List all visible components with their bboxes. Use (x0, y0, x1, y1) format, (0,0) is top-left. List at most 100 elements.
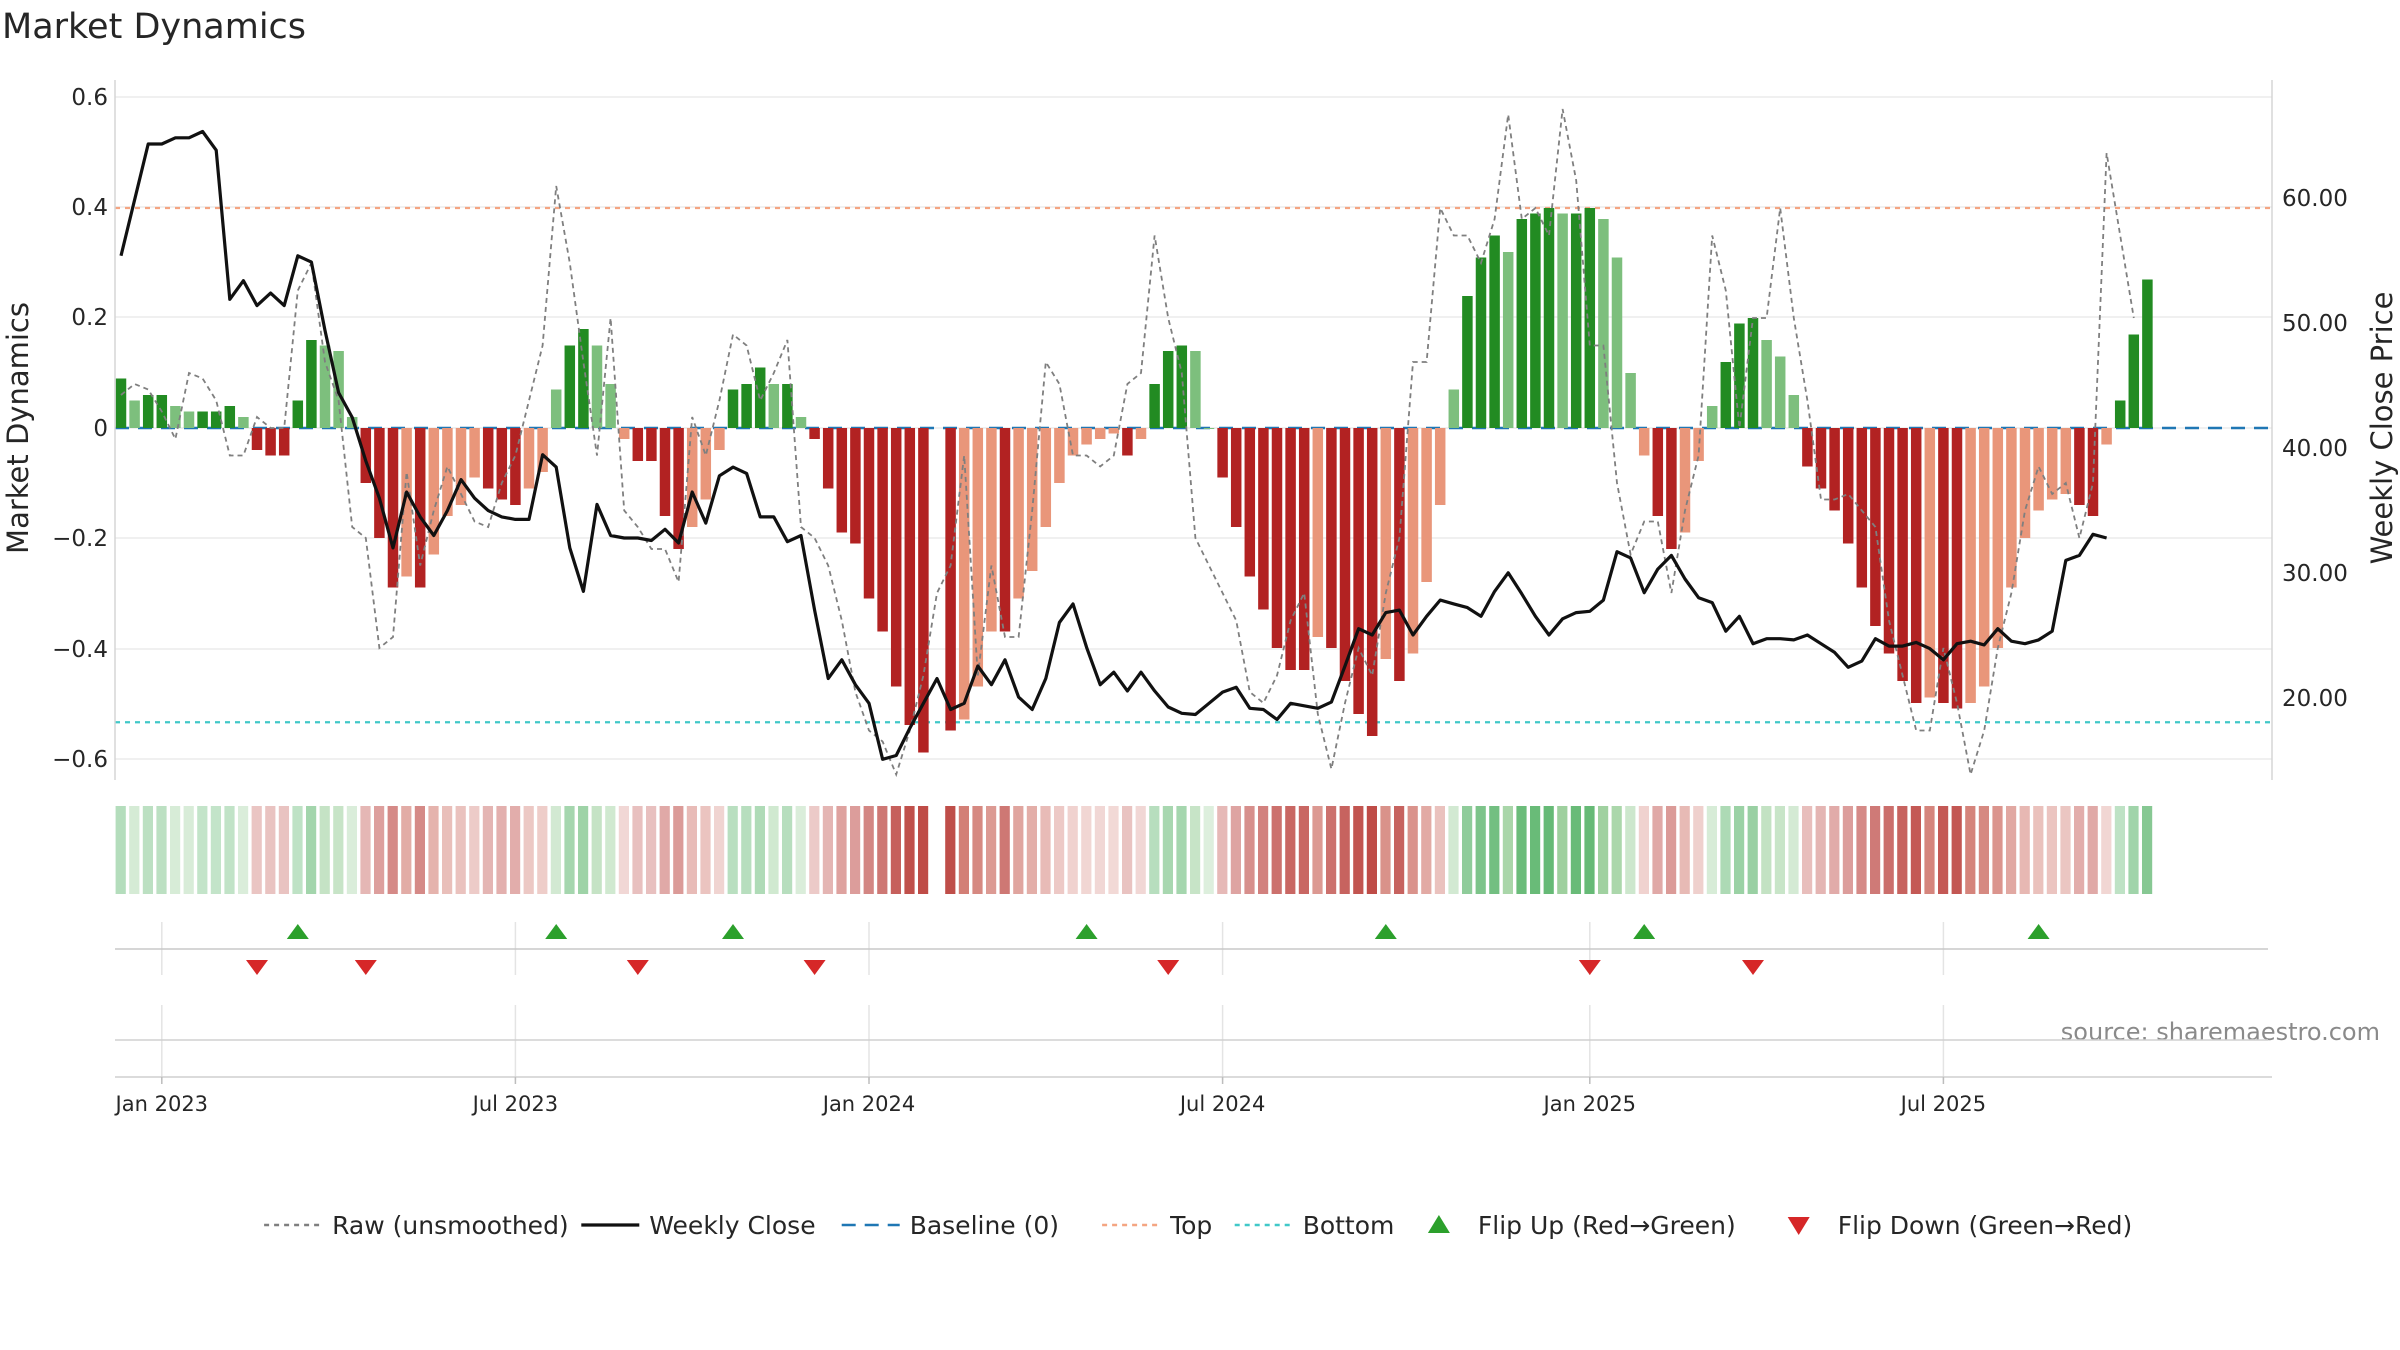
regime-strip-cell (877, 806, 888, 894)
regime-strip-cell (346, 806, 357, 894)
regime-strip-cell (1326, 806, 1337, 894)
dynamics-bar (836, 428, 848, 533)
dynamics-bar (142, 395, 154, 428)
right-tick-label: 50.00 (2282, 311, 2348, 337)
dynamics-bar (1366, 428, 1378, 736)
dynamics-bar (1951, 428, 1963, 709)
regime-strip-cell (523, 806, 534, 894)
dynamics-bar (1530, 213, 1541, 428)
regime-strip-cell (1842, 806, 1853, 894)
dynamics-bar (1040, 428, 1052, 527)
dynamics-bar (550, 389, 562, 428)
regime-strip-cell (863, 806, 874, 894)
regime-strip-cell (1652, 806, 1663, 894)
regime-strip-cell (890, 806, 901, 894)
regime-strip-cell (1802, 806, 1813, 894)
regime-strip-cell (1502, 806, 1513, 894)
regime-strip-cell (564, 806, 575, 894)
regime-strip-cell (1951, 806, 1962, 894)
dynamics-bar (1679, 428, 1691, 533)
dynamics-bar (1244, 428, 1256, 577)
dynamics-bar (428, 428, 440, 555)
regime-strip-cell (1584, 806, 1595, 894)
dynamics-bar (958, 428, 970, 720)
regime-strip-cell (1108, 806, 1119, 894)
regime-strip-cell (1271, 806, 1282, 894)
regime-strip-cell (1448, 806, 1459, 894)
regime-strip-cell (1434, 806, 1445, 894)
regime-strip-cell (1557, 806, 1568, 894)
regime-strip-cell (986, 806, 997, 894)
regime-strip-cell (2019, 806, 2030, 894)
dynamics-bar (1992, 428, 2004, 648)
dynamics-bar (2033, 428, 2044, 511)
dynamics-bar (999, 428, 1011, 632)
dynamics-bar (1774, 356, 1786, 428)
regime-strip-cell (224, 806, 235, 894)
regime-strip-cell (238, 806, 249, 894)
regime-strip-cell (1353, 806, 1364, 894)
regime-strip-cell (1462, 806, 1473, 894)
regime-strip-cell (673, 806, 684, 894)
flip-up-marker (1633, 924, 1656, 939)
dynamics-bar (1475, 257, 1487, 428)
dynamics-bar (1312, 428, 1324, 637)
dynamics-bar (1380, 428, 1392, 659)
regime-strip-cell (2074, 806, 2085, 894)
dynamics-bar (1271, 428, 1283, 648)
legend-label: Top (1169, 1211, 1212, 1240)
regime-strip-cell (142, 806, 153, 894)
legend-label: Bottom (1303, 1211, 1395, 1240)
flip-markers-panel (115, 924, 2268, 1041)
axes: 0.6 0.4 0.2 0 −0.2 −0.4 −0.6 60.00 50.00 40.00 30.… (52, 80, 2348, 1116)
dynamics-bar (646, 428, 657, 461)
dynamics-bar (700, 428, 712, 500)
flip-up-marker (1075, 924, 1098, 939)
dynamics-bar (632, 428, 644, 461)
regime-strip-cell (510, 806, 521, 894)
regime-strip-cell (2060, 806, 2071, 894)
right-tick-label: 40.00 (2282, 436, 2348, 462)
regime-strip-cell (1530, 806, 1541, 894)
dynamics-bar (850, 428, 861, 544)
dynamics-bar (591, 345, 603, 428)
regime-strip-cell (319, 806, 330, 894)
regime-strip-cell (1040, 806, 1051, 894)
flip-down-marker (1578, 960, 1601, 975)
right-tick-label: 60.00 (2282, 186, 2348, 212)
regime-strip-cell (2101, 806, 2112, 894)
raw-line-layer (120, 108, 2135, 778)
dynamics-bar (904, 428, 916, 725)
regime-strip-cell (170, 806, 181, 894)
regime-strip-cell (1693, 806, 1704, 894)
dynamics-bar (210, 411, 222, 428)
dynamics-bar (265, 428, 276, 456)
regime-strip-cell (210, 806, 221, 894)
dynamics-bar (877, 428, 888, 632)
dynamics-bar (1652, 428, 1664, 516)
regime-strip-cell (1992, 806, 2003, 894)
dynamics-bar (1584, 208, 1596, 428)
regime-strip-cell (197, 806, 208, 894)
regime-strip-cell (2087, 806, 2098, 894)
dynamics-bar (1339, 428, 1351, 681)
regime-strip-cell (836, 806, 847, 894)
dynamics-bar (1421, 428, 1432, 582)
dynamics-bar (278, 428, 290, 456)
regime-strip-cell (727, 806, 738, 894)
dynamics-bar (306, 340, 317, 428)
dynamics-bar (2142, 279, 2153, 428)
dynamics-bar (442, 428, 453, 516)
regime-strip-cell (999, 806, 1010, 894)
regime-strip-cell (2046, 806, 2057, 894)
regime-strip-cell (822, 806, 833, 894)
dynamics-bar (1190, 351, 1201, 428)
right-tick-label: 20.00 (2282, 686, 2348, 712)
dynamics-bar (673, 428, 684, 549)
dynamics-bar (1557, 213, 1568, 428)
x-tick-label: Jan 2023 (114, 1092, 209, 1116)
regime-strip-cell (374, 806, 385, 894)
dynamics-bar (1598, 219, 1609, 428)
regime-strip-cell (1938, 806, 1949, 894)
